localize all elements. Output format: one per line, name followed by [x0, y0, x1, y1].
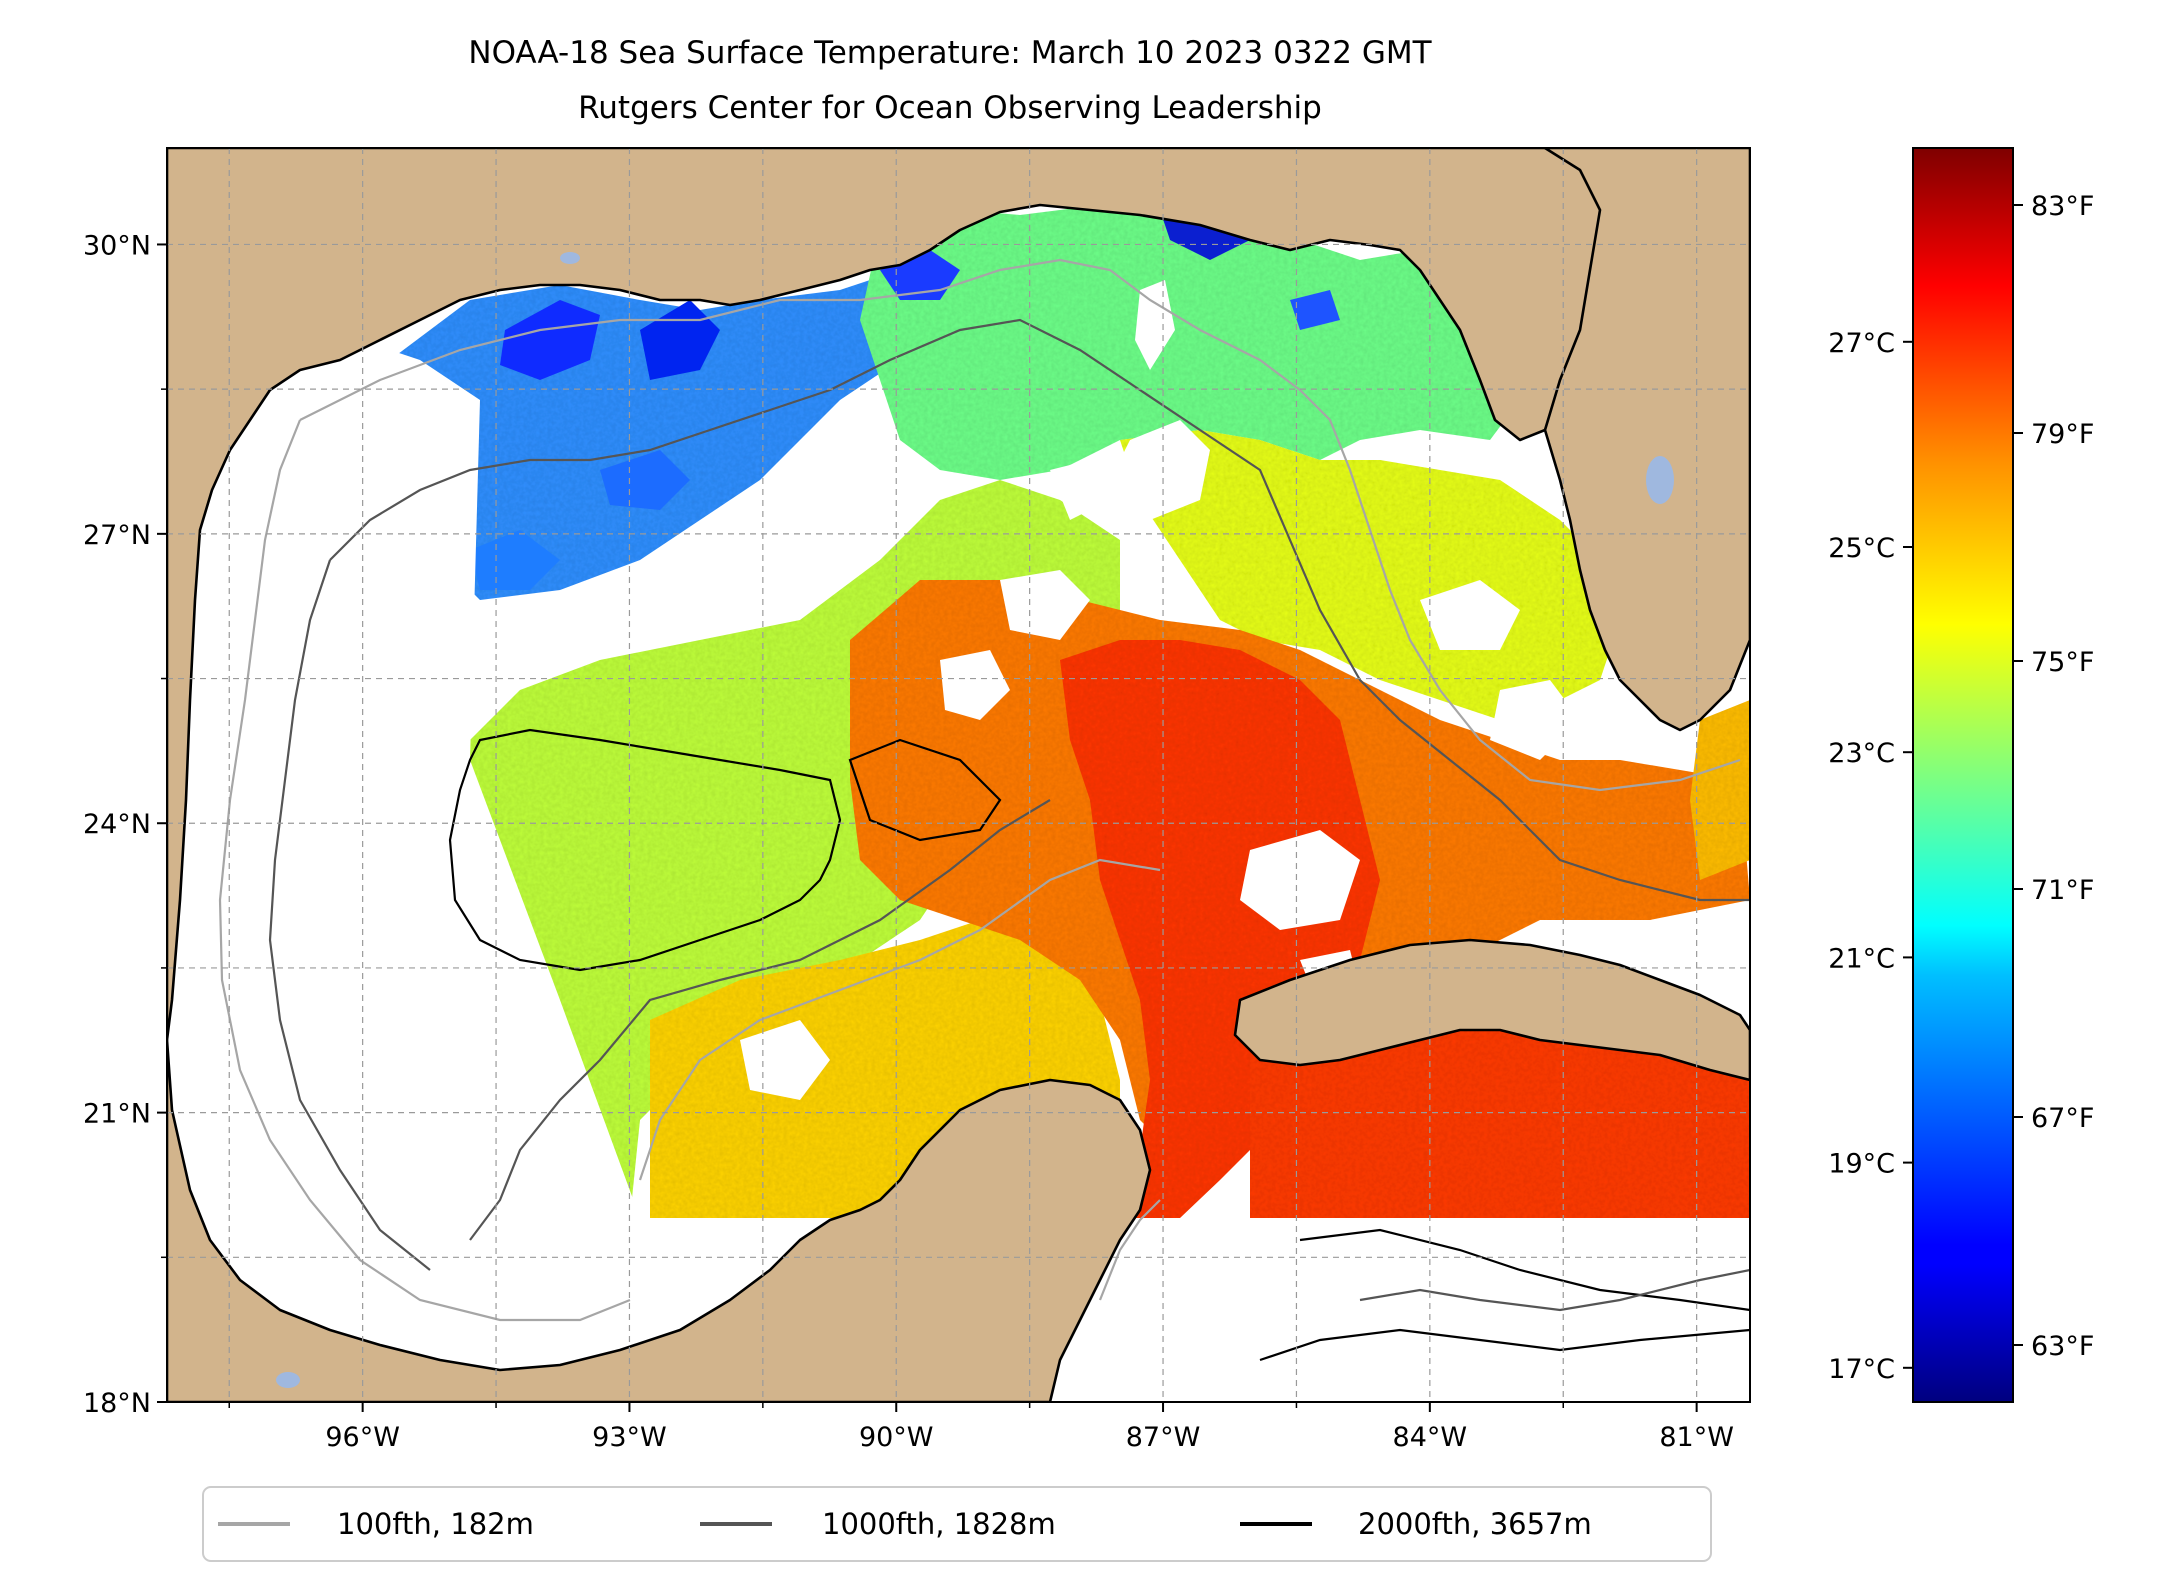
legend-label-100fth: 100fth, 182m	[337, 1507, 534, 1541]
legend-frame	[202, 1486, 1712, 1562]
lon-tick-label: 96°W	[325, 1422, 400, 1453]
colorbar-fahrenheit-ticks: 83°F 79°F 75°F 71°F 67°F 63°F	[2013, 191, 2094, 1362]
western-no-data-swath	[167, 330, 640, 1218]
isobath-100fth-caribbean	[1098, 1199, 1161, 1301]
colorbar-c-tick-label: 17°C	[1828, 1354, 1895, 1385]
legend-label-2000fth: 2000fth, 3657m	[1358, 1507, 1592, 1541]
isobath-2000fth-east	[848, 738, 1002, 842]
map-frame	[166, 147, 1751, 1403]
lat-tick-label: 18°N	[83, 1388, 151, 1419]
land-florida	[1543, 148, 1750, 732]
colorbar-c-tick-label: 25°C	[1828, 533, 1895, 564]
lat-tick-label: 27°N	[83, 520, 151, 551]
colorbar-f-tick-label: 67°F	[2031, 1103, 2094, 1134]
land-masses	[167, 148, 1750, 1402]
colorbar: 83°F 79°F 75°F 71°F 67°F 63°F 27°C 25°C 23°C 21°…	[1828, 147, 2094, 1403]
chart-title-line1: NOAA-18 Sea Surface Temperature: March 1…	[468, 35, 1432, 71]
lon-tick-label: 93°W	[592, 1422, 667, 1453]
colorbar-f-tick-label: 79°F	[2031, 419, 2094, 450]
colorbar-c-tick-label: 27°C	[1828, 328, 1895, 359]
isobath-1000fth-south	[469, 799, 1051, 1241]
sst-caribbean-red	[1250, 1010, 1750, 1218]
colorbar-c-tick-label: 23°C	[1828, 738, 1895, 769]
isobath-2000fth-caribbean	[1299, 1228, 1750, 1312]
isobath-100fth	[299, 258, 1741, 792]
sst-green-band	[860, 205, 1520, 480]
land-cuba	[1233, 938, 1750, 1082]
isobath-1000fth	[329, 318, 1750, 902]
lat-tick-label: 30°N	[83, 230, 151, 261]
lon-tick-label: 90°W	[859, 1422, 934, 1453]
lat-tick-label: 24°N	[83, 809, 151, 840]
isobath-2000fth-caribbean-2	[1259, 1328, 1750, 1362]
colorbar-f-tick-label: 83°F	[2031, 191, 2094, 222]
lat-tick-label: 21°N	[83, 1099, 151, 1130]
isobath-100fth-west	[218, 419, 631, 1322]
lakes	[276, 252, 1674, 1388]
chart-title-line2: Rutgers Center for Ocean Observing Leade…	[578, 90, 1322, 126]
colorbar-f-tick-label: 75°F	[2031, 647, 2094, 678]
isobath-1000fth-west	[268, 559, 431, 1271]
colorbar-c-tick-label: 19°C	[1828, 1149, 1895, 1180]
map-gridlines	[167, 148, 1750, 1402]
legend-label-1000fth: 1000fth, 1828m	[822, 1507, 1056, 1541]
sst-florida-atlantic	[1690, 700, 1750, 880]
lon-tick-label: 84°W	[1393, 1422, 1468, 1453]
colorbar-f-tick-label: 71°F	[2031, 875, 2094, 906]
isobath-legend: 100fth, 182m 1000fth, 1828m 2000fth, 365…	[202, 1486, 1712, 1562]
isobaths	[218, 258, 1750, 1362]
colorbar-f-tick-label: 63°F	[2031, 1331, 2094, 1362]
land-us-gulf-coast	[167, 148, 1622, 1042]
land-mexico	[167, 1038, 1152, 1402]
colorbar-gradient	[1912, 147, 2014, 1403]
lon-tick-label: 87°W	[1126, 1422, 1201, 1453]
lon-tick-label: 81°W	[1659, 1422, 1734, 1453]
colorbar-c-tick-label: 21°C	[1828, 943, 1895, 974]
isobath-1000fth-caribbean	[1359, 1268, 1750, 1312]
latitude-axis: 30°N 27°N 24°N 21°N 18°N	[83, 230, 167, 1419]
longitude-axis: 96°W 93°W 90°W 87°W 84°W 81°W	[228, 1402, 1734, 1453]
map-panel	[167, 148, 1750, 1402]
colorbar-celsius-ticks: 27°C 25°C 23°C 21°C 19°C 17°C	[1828, 328, 1913, 1385]
isobath-100fth-yucatan	[638, 858, 1161, 1181]
